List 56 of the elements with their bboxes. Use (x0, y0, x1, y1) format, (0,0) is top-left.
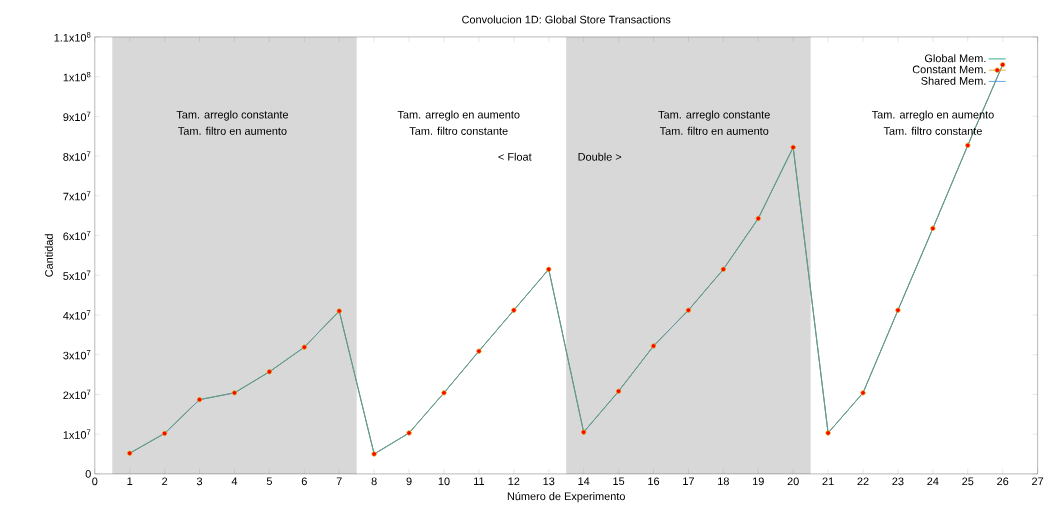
x-axis-title: Número de Experimento (507, 492, 625, 503)
x-tick-label: 0 (92, 477, 98, 486)
x-tick-label: 9 (406, 477, 412, 486)
x-tick-label: 23 (892, 477, 904, 486)
annotation: Tam. filtro en aumento (659, 126, 769, 135)
y-tick-label: 9x10$^{7}$ (63, 111, 91, 122)
annotation: Double > (578, 152, 622, 161)
x-tick-label: 8 (371, 477, 377, 486)
x-tick-label: 7 (336, 477, 342, 486)
x-tick-label: 15 (613, 477, 625, 486)
x-tick-label: 10 (438, 477, 450, 486)
annotation: Tam. arreglo constante (658, 110, 770, 121)
x-tick-label: 11 (474, 477, 485, 486)
x-tick-label: 1 (127, 477, 133, 486)
y-tick-label: 7x10$^{7}$ (63, 191, 91, 201)
annotation: Tam. arreglo constante (176, 110, 289, 121)
y-tick-label: 5x10$^{7}$ (63, 270, 91, 281)
y-tick-label: 3x10$^{7}$ (63, 350, 91, 360)
legend-label: Shared Mem. (921, 76, 986, 85)
x-tick-label: 21 (822, 477, 834, 486)
x-tick-label: 14 (578, 477, 590, 486)
x-tick-label: 2 (162, 477, 168, 486)
x-tick-label: 4 (231, 477, 238, 486)
annotation: Tam. arreglo en aumento (397, 110, 520, 121)
y-tick-label: 4x10$^{7}$ (63, 310, 91, 320)
x-tick-label: 13 (543, 477, 555, 486)
y-tick-label: 2x10$^{7}$ (63, 389, 91, 400)
x-tick-label: 18 (718, 477, 729, 486)
x-tick-label: 5 (266, 477, 272, 486)
y-tick-label: 1.1x10$^{8}$ (54, 32, 91, 42)
annotation: Tam. arreglo en aumento (871, 110, 994, 121)
y-tick-label: 1x10$^{7}$ (63, 429, 91, 439)
x-tick-label: 17 (683, 477, 694, 486)
x-tick-label: 6 (301, 477, 307, 486)
x-tick-label: 25 (962, 477, 974, 486)
y-tick-label: 6x10$^{7}$ (63, 230, 91, 241)
x-tick-label: 20 (787, 477, 799, 486)
annotation: Tam. filtro constante (409, 126, 508, 135)
y-tick-label: 0 (85, 470, 91, 478)
y-axis-title: Cantidad (44, 234, 53, 277)
x-tick-label: 3 (196, 477, 203, 486)
x-tick-label: 27 (1032, 477, 1044, 486)
y-tick-label: 1x10$^{8}$ (63, 72, 91, 82)
y-tick-label: 8x10$^{7}$ (63, 151, 91, 161)
annotation: < Float (498, 152, 532, 161)
annotation: Tam. filtro en aumento (178, 126, 287, 135)
x-tick-label: 22 (857, 477, 869, 486)
legend-label: Constant Mem. (912, 65, 986, 74)
x-tick-label: 12 (508, 477, 520, 486)
legend-label: Global Mem. (924, 54, 986, 63)
chart-title: Convolucion 1D: Global Store Transactions (462, 15, 671, 24)
x-tick-label: 24 (927, 477, 939, 486)
x-tick-label: 19 (753, 477, 764, 486)
annotation: Tam. filtro constante (883, 126, 982, 135)
x-tick-label: 26 (997, 477, 1009, 486)
x-tick-label: 16 (648, 477, 660, 486)
